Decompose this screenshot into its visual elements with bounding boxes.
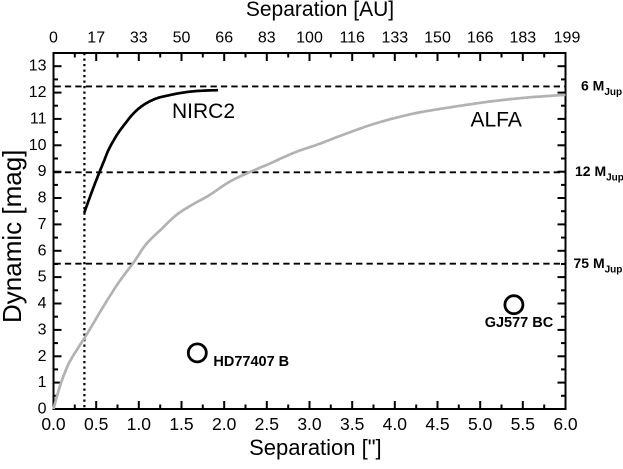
- svg-text:NIRC2: NIRC2: [172, 100, 235, 123]
- svg-text:2.5: 2.5: [255, 414, 279, 434]
- svg-text:10: 10: [29, 137, 47, 154]
- svg-text:199: 199: [554, 30, 581, 47]
- svg-text:0: 0: [49, 30, 58, 47]
- svg-text:166: 166: [467, 30, 494, 47]
- svg-text:5: 5: [38, 269, 47, 286]
- svg-text:4.5: 4.5: [425, 414, 449, 434]
- svg-text:Dynamic [mag]: Dynamic [mag]: [0, 150, 27, 323]
- svg-text:4.0: 4.0: [383, 414, 408, 434]
- svg-text:Separation ["]: Separation ["]: [249, 435, 382, 460]
- svg-text:7: 7: [38, 216, 47, 233]
- svg-text:133: 133: [381, 30, 408, 47]
- svg-text:2.0: 2.0: [212, 414, 237, 434]
- svg-text:0.5: 0.5: [84, 414, 108, 434]
- svg-text:HD77407 B: HD77407 B: [213, 354, 289, 370]
- svg-text:0.0: 0.0: [41, 414, 66, 434]
- svg-text:0: 0: [38, 401, 47, 418]
- svg-text:83: 83: [258, 30, 276, 47]
- svg-text:ALFA: ALFA: [471, 109, 522, 132]
- svg-text:9: 9: [38, 163, 47, 180]
- svg-text:GJ577 BC: GJ577 BC: [485, 315, 554, 331]
- svg-text:5.0: 5.0: [468, 414, 493, 434]
- svg-text:13: 13: [29, 58, 47, 75]
- svg-text:17: 17: [87, 30, 105, 47]
- svg-text:100: 100: [296, 30, 323, 47]
- svg-text:150: 150: [424, 30, 451, 47]
- svg-text:3.0: 3.0: [297, 414, 322, 434]
- svg-text:5.5: 5.5: [511, 414, 535, 434]
- svg-text:6: 6: [38, 242, 47, 259]
- svg-text:50: 50: [173, 30, 191, 47]
- svg-text:33: 33: [130, 30, 148, 47]
- svg-text:1.5: 1.5: [169, 414, 193, 434]
- svg-text:4: 4: [38, 295, 47, 312]
- svg-text:Separation [AU]: Separation [AU]: [246, 0, 394, 21]
- svg-text:11: 11: [30, 110, 47, 127]
- svg-text:183: 183: [509, 30, 536, 47]
- svg-text:2: 2: [38, 348, 47, 365]
- svg-text:12: 12: [29, 84, 47, 101]
- svg-text:66: 66: [215, 30, 233, 47]
- svg-text:8: 8: [38, 190, 47, 207]
- svg-text:1.0: 1.0: [127, 414, 152, 434]
- svg-text:116: 116: [339, 30, 365, 47]
- svg-text:1: 1: [38, 374, 47, 391]
- svg-text:6.0: 6.0: [553, 414, 578, 434]
- svg-text:3: 3: [38, 321, 47, 338]
- svg-text:3.5: 3.5: [340, 414, 364, 434]
